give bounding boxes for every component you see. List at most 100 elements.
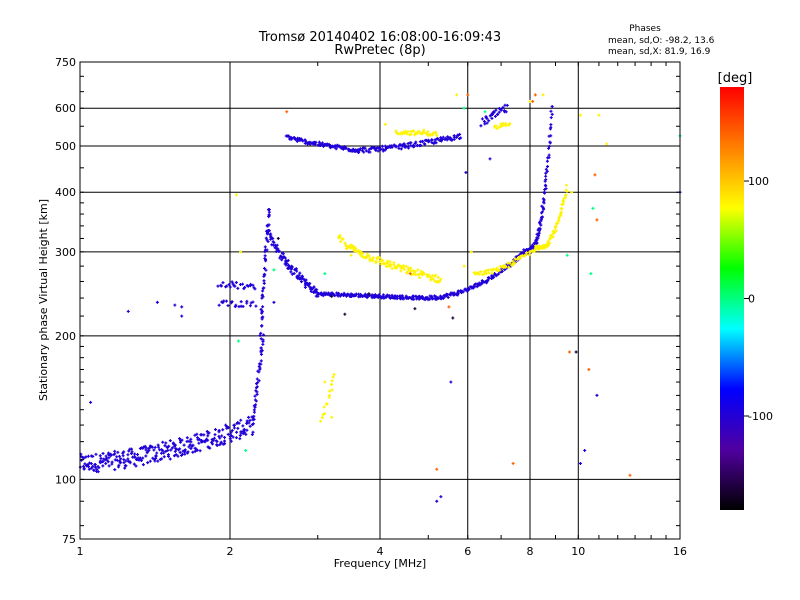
data-point [243,430,247,434]
data-point [104,454,108,458]
data-point [434,132,438,136]
data-point [419,143,423,147]
data-point [257,379,261,383]
data-point [263,257,267,261]
data-point [157,445,161,449]
data-point [230,280,234,284]
data-point [95,467,99,471]
data-point [117,463,121,467]
data-point [264,259,268,263]
data-point [362,150,366,154]
data-point [185,436,189,440]
data-point [144,448,148,452]
data-point [189,437,193,441]
data-point [366,252,370,256]
data-point [397,263,401,267]
data-point [237,421,241,425]
data-point [229,431,233,435]
data-point [595,393,599,397]
grid-lines [80,62,680,539]
data-point [255,377,259,381]
data-point [554,225,558,229]
data-point [405,270,409,274]
data-point [81,464,85,468]
data-point [418,276,422,280]
data-point [349,246,353,250]
data-point [229,434,233,438]
data-point [191,443,195,447]
data-point [417,129,421,133]
data-point [313,142,317,146]
data-point [538,227,542,231]
data-point [459,136,463,140]
data-point [462,264,466,268]
data-point [439,495,443,499]
data-point [173,303,177,307]
data-point [548,140,552,144]
data-point [251,300,255,304]
data-point [101,451,105,455]
data-point [266,208,270,212]
data-point [231,282,235,286]
data-point [203,440,207,444]
data-point [247,415,251,419]
data-point [399,269,403,273]
data-point [173,449,177,453]
data-point [605,142,609,146]
y-tick-label: 400 [55,186,76,199]
data-point [244,448,248,452]
data-point [359,250,363,254]
data-point [494,124,498,128]
data-point [193,433,197,437]
chart-title: Tromsø 20140402 16:08:00-16:09:43 [258,30,501,45]
data-point [267,214,271,218]
data-point [207,431,211,435]
data-point [259,359,263,363]
data-point [86,454,90,458]
data-point [287,264,291,268]
data-point [306,283,310,287]
data-point [390,267,394,271]
data-point [248,424,252,428]
data-point [583,448,587,452]
data-point [269,234,273,238]
data-point [226,304,230,308]
data-point [535,238,539,242]
data-point [361,251,365,255]
data-point [162,451,166,455]
data-point [262,333,266,337]
data-point [484,271,488,275]
data-point [254,389,258,393]
data-point [405,132,409,136]
data-point [146,450,150,454]
data-point [330,294,334,298]
y-tick-label: 600 [55,102,76,115]
data-point [139,459,143,463]
data-point [228,437,232,441]
data-point [541,205,545,209]
data-point [346,292,350,296]
data-point [545,169,549,173]
data-point [364,149,368,153]
data-point [230,429,234,433]
data-point [290,137,294,141]
data-point [84,455,88,459]
data-point [155,451,159,455]
data-point [462,106,466,110]
data-point [511,461,515,465]
data-point [466,93,470,97]
y-tick-label: 750 [55,56,76,69]
data-point [479,270,483,274]
data-point [219,441,223,445]
data-point [299,280,303,284]
data-point [315,288,319,292]
data-point [356,248,360,252]
data-point [357,150,361,154]
data-point [218,436,222,440]
data-point [82,456,86,460]
data-point [500,124,504,128]
data-point [292,271,296,275]
colorbar: [deg] 100 0 -100 [718,71,773,510]
data-point [259,331,263,335]
data-point [554,229,558,233]
